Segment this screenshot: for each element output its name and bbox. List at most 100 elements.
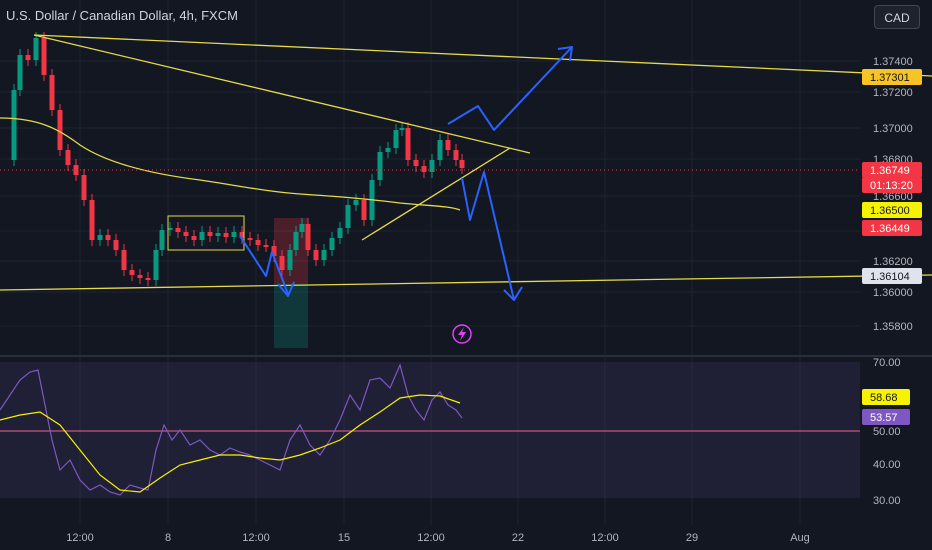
- candle-body: [353, 200, 359, 205]
- currency-button[interactable]: CAD: [874, 5, 920, 29]
- rsi-ma-line: [0, 394, 461, 493]
- lightning-icon[interactable]: [452, 324, 472, 344]
- candle-body: [65, 150, 71, 165]
- price-badge-red: 1.36449: [862, 220, 922, 236]
- candle-body: [207, 232, 213, 236]
- projection-arrows[interactable]: [239, 46, 573, 301]
- svg-text:58.68: 58.68: [870, 392, 898, 404]
- time-tick-label: 12:00: [591, 532, 619, 544]
- candle-body: [41, 38, 47, 75]
- past-projection-arrow[interactable]: [239, 235, 289, 295]
- symbol-title[interactable]: U.S. Dollar / Canadian Dollar, 4h, FXCM: [6, 8, 238, 23]
- short-position-profit-zone[interactable]: [274, 284, 308, 348]
- trendlines[interactable]: [0, 34, 932, 291]
- consolidation-box[interactable]: [167, 215, 245, 251]
- current-price-badge: 1.36749: [862, 162, 922, 178]
- candle-body: [453, 150, 459, 160]
- candle-body: [305, 224, 311, 250]
- candle-body: [247, 238, 253, 240]
- bullish-projection-arrow[interactable]: [447, 46, 573, 131]
- candle-body: [191, 236, 197, 240]
- price-tick-label: 1.37000: [873, 123, 913, 135]
- price-tick-label: 1.36200: [873, 256, 913, 268]
- rsi-value-badge: 53.57: [862, 409, 910, 425]
- svg-text:1.36104: 1.36104: [870, 271, 910, 283]
- time-tick-label: 29: [686, 532, 698, 544]
- candle-body: [215, 233, 221, 236]
- chart-grid: [0, 0, 860, 525]
- svg-text:1.37301: 1.37301: [870, 72, 910, 84]
- candle-body: [299, 224, 305, 232]
- candle-body: [293, 232, 299, 250]
- time-tick-label: 8: [165, 532, 171, 544]
- candle-body: [11, 90, 17, 160]
- candle-body: [129, 270, 135, 275]
- candle-body: [361, 200, 367, 220]
- time-tick-label: Aug: [790, 532, 810, 544]
- time-tick-label: 12:00: [242, 532, 270, 544]
- candle-body: [385, 148, 391, 152]
- upper-resistance-trendline[interactable]: [33, 34, 932, 77]
- level-badge-lower: 1.36104: [862, 268, 922, 284]
- candle-body: [223, 233, 229, 237]
- candle-body: [313, 250, 319, 260]
- candle-body: [445, 140, 451, 150]
- candle-body: [159, 230, 165, 250]
- candle-body: [105, 235, 111, 240]
- candle-body: [337, 228, 343, 238]
- candle-body: [239, 232, 245, 238]
- ascending-trendline[interactable]: [361, 147, 511, 241]
- descending-trendline[interactable]: [33, 34, 531, 154]
- candle-body: [321, 250, 327, 260]
- past-arrowhead: [277, 281, 295, 297]
- rsi-tick-label: 70.00: [873, 357, 901, 369]
- rsi-ma-badge: 58.68: [862, 389, 910, 405]
- price-tick-label: 1.35800: [873, 321, 913, 333]
- candle-body: [49, 75, 55, 110]
- candle-body: [81, 175, 87, 200]
- price-tick-label: 1.36000: [873, 287, 913, 299]
- candle-body: [377, 152, 383, 180]
- candle-body: [231, 232, 237, 237]
- candle-body: [97, 235, 103, 240]
- candlestick-series: [11, 32, 465, 286]
- rsi-tick-label: 40.00: [873, 459, 901, 471]
- candle-body: [199, 232, 205, 240]
- candle-body: [421, 166, 427, 172]
- svg-text:1.36749: 1.36749: [870, 165, 910, 177]
- candle-body: [33, 38, 39, 60]
- candle-body: [255, 240, 261, 245]
- price-tick-label: 1.37400: [873, 56, 913, 68]
- candle-body: [57, 110, 63, 150]
- price-axis[interactable]: 1.374001.372001.370001.368001.366001.364…: [873, 56, 913, 333]
- svg-text:1.36500: 1.36500: [870, 205, 910, 217]
- rsi-tick-label: 30.00: [873, 495, 901, 507]
- price-tick-label: 1.36600: [873, 191, 913, 203]
- candle-body: [137, 275, 143, 278]
- rsi-tick-label: 50.00: [873, 426, 901, 438]
- time-axis[interactable]: 12:00 8 12:00 15 12:00 22 12:00 29 Aug: [66, 532, 810, 544]
- candle-body: [405, 128, 411, 160]
- candle-body: [167, 228, 173, 230]
- candle-body: [183, 232, 189, 236]
- candle-body: [413, 160, 419, 166]
- svg-text:1.36449: 1.36449: [870, 223, 910, 235]
- ma-badge: 1.36500: [862, 202, 922, 218]
- candle-body: [393, 130, 399, 148]
- candle-body: [145, 278, 151, 280]
- candle-body: [263, 245, 269, 247]
- time-tick-label: 15: [338, 532, 350, 544]
- rsi-axis[interactable]: 70.00 50.00 40.00 30.00: [873, 357, 901, 507]
- svg-text:53.57: 53.57: [870, 412, 898, 424]
- support-trendline[interactable]: [0, 274, 932, 291]
- svg-text:01:13:20: 01:13:20: [870, 180, 913, 192]
- candle-body: [153, 250, 159, 280]
- candle-body: [399, 128, 405, 130]
- candle-body: [459, 160, 465, 168]
- bearish-projection-arrow[interactable]: [461, 171, 515, 301]
- candle-body: [429, 160, 435, 172]
- bearish-arrowhead: [503, 286, 523, 301]
- candle-body: [287, 250, 293, 270]
- candle-body: [345, 205, 351, 228]
